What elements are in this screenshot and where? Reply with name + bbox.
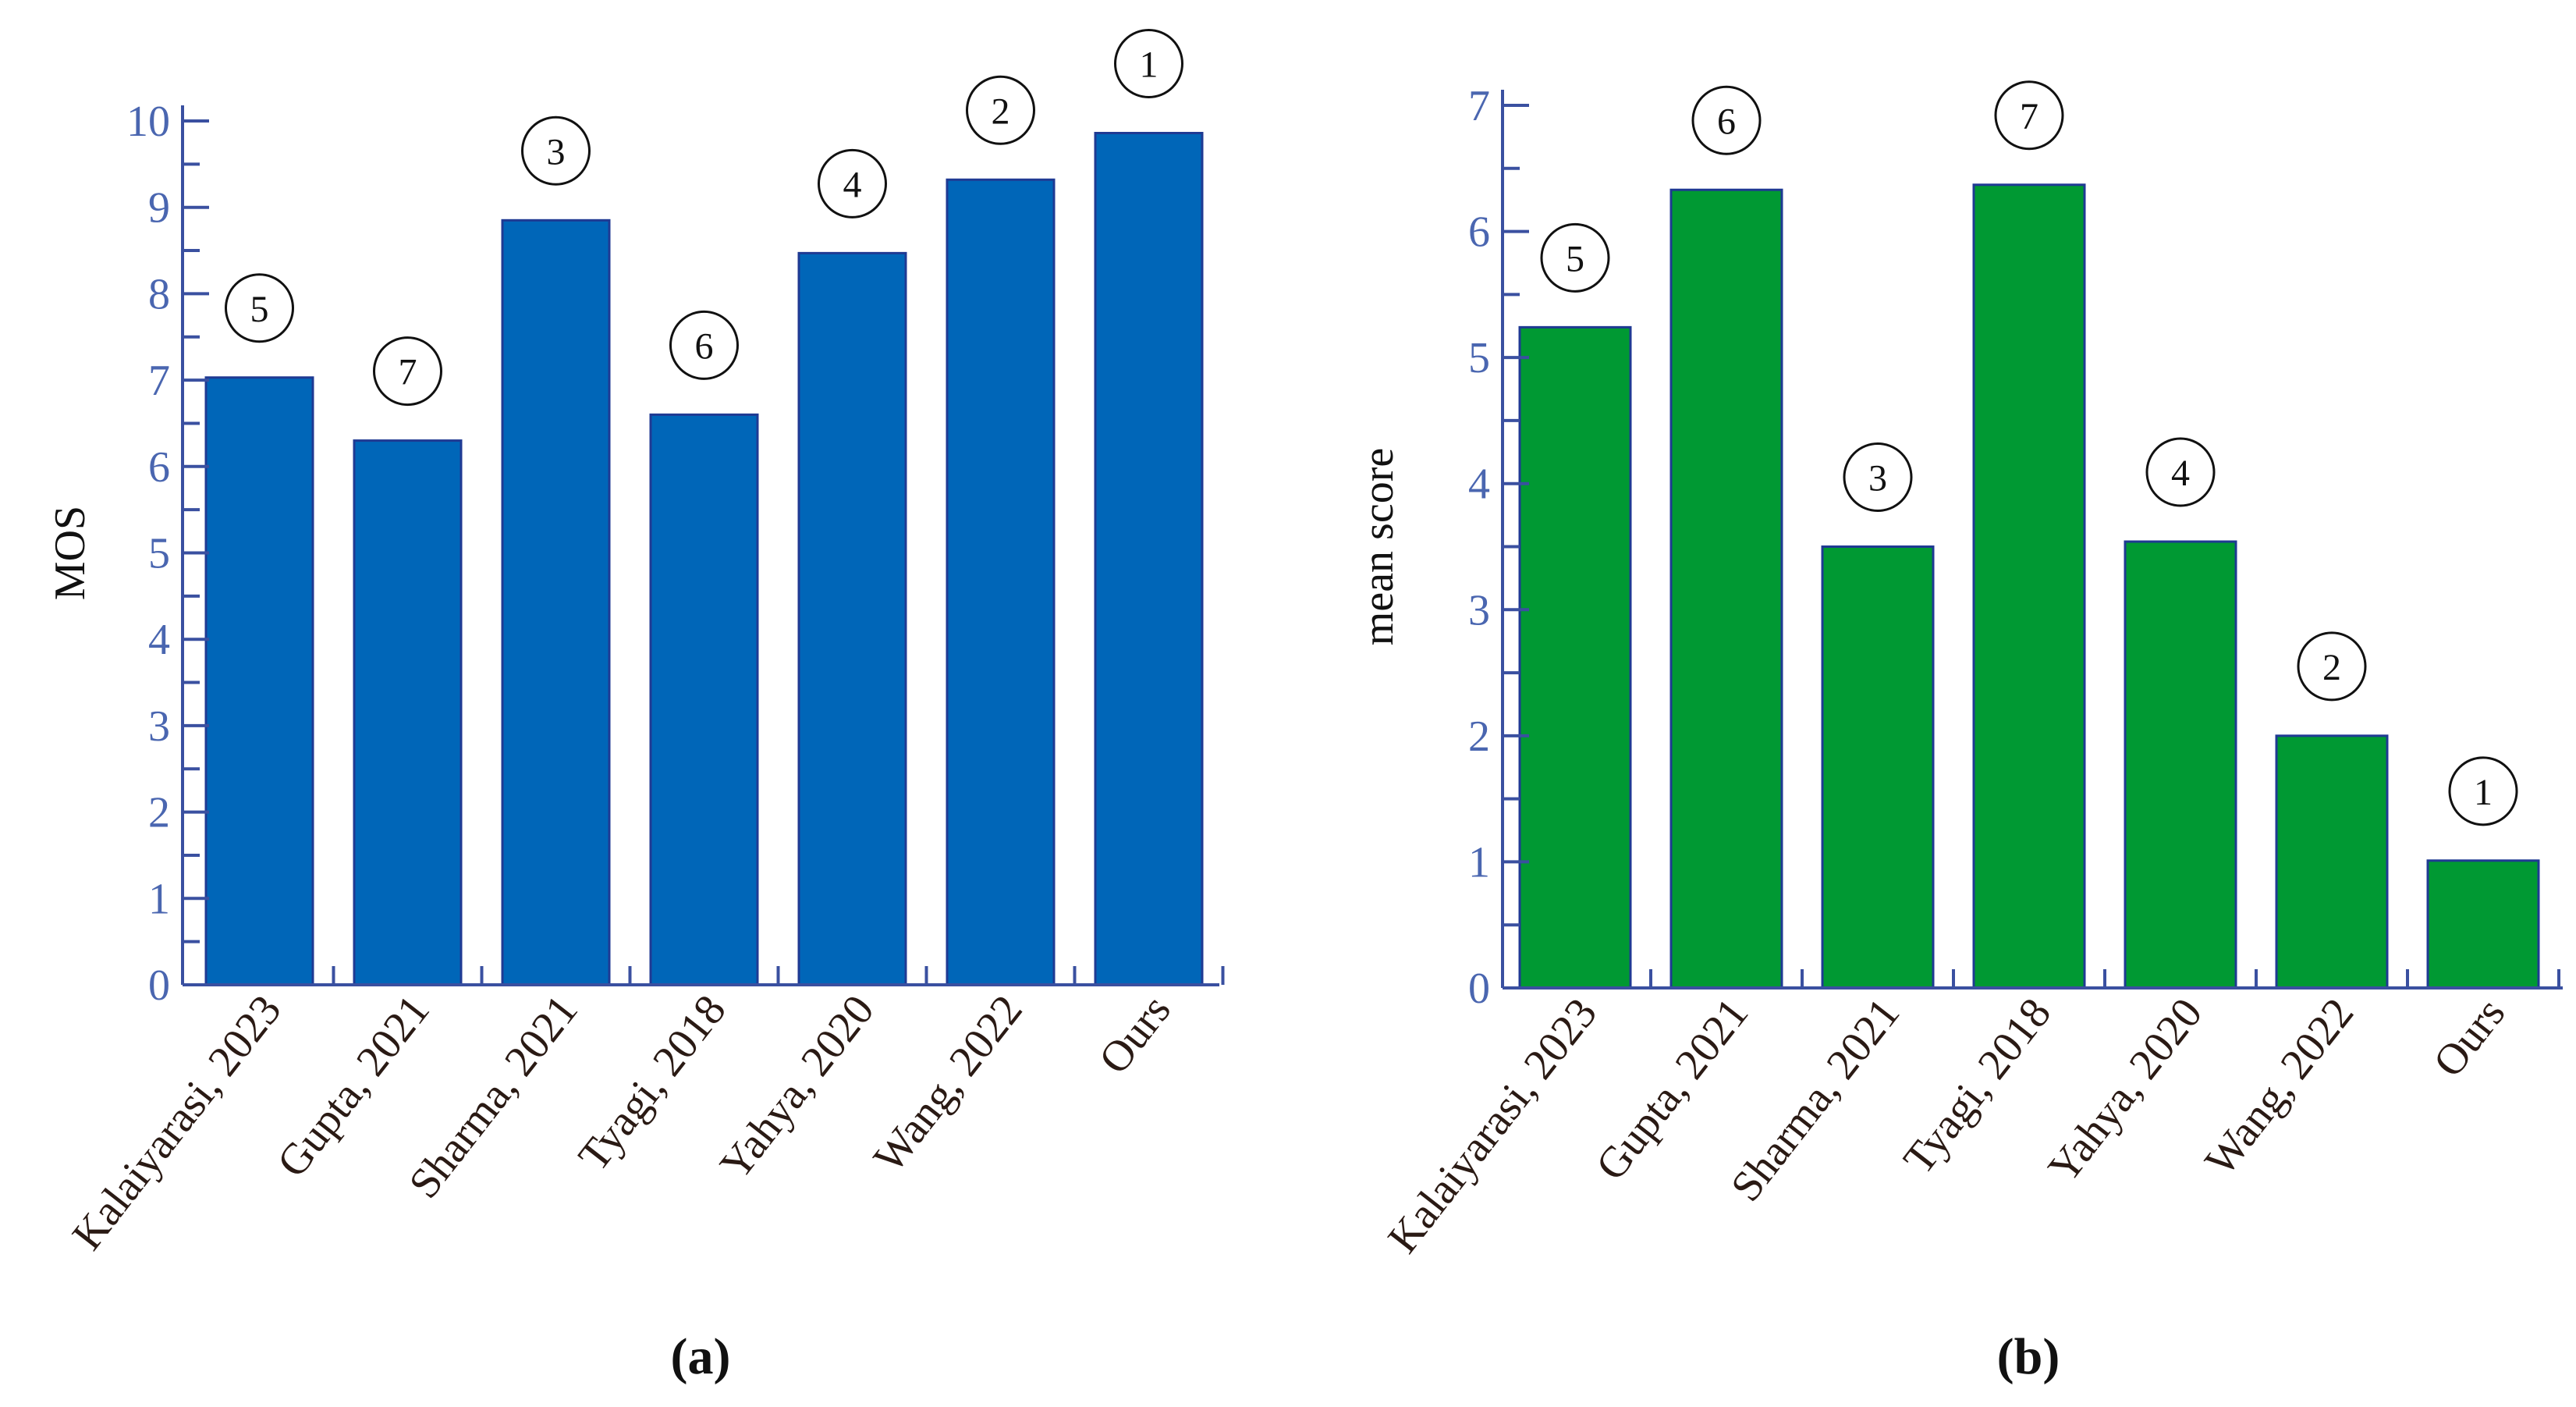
rank-circle-b-5 (2145, 437, 2216, 507)
bar-a-3 (501, 219, 611, 986)
bar-a-5 (797, 251, 907, 986)
x-category-label-a-6: Wang, 2022 (864, 986, 1032, 1181)
rank-circle-b-4 (1994, 80, 2064, 151)
y-tick-label-b-2: 2 (1468, 712, 1490, 761)
bar-a-1 (204, 376, 314, 986)
y-tick-label-b-1: 1 (1468, 838, 1490, 886)
bar-b-5 (2124, 540, 2237, 990)
rank-circle-b-1 (1540, 222, 1610, 293)
panel-label-a: (a) (671, 1328, 731, 1385)
x-category-label-b-2: Gupta, 2021 (1587, 990, 1758, 1189)
rank-label-b-3: 3 (1868, 458, 1887, 499)
bar-a-4 (649, 413, 759, 986)
x-category-label-a-7: Ours (1090, 986, 1180, 1083)
rank-circle-b-3 (1843, 442, 1913, 512)
rank-label-a-6: 2 (992, 91, 1010, 132)
y-tick-label-b-5: 5 (1468, 334, 1490, 382)
bar-b-4 (1972, 183, 2086, 990)
y-tick-label-a-5: 5 (148, 530, 170, 578)
rank-circle-a-4 (669, 310, 739, 380)
x-category-label-a-4: Tyagi, 2018 (569, 986, 736, 1180)
rank-label-b-7: 1 (2474, 772, 2493, 813)
y-axis-title-a: MOS (46, 506, 94, 600)
y-tick-label-b-0: 0 (1468, 965, 1490, 1013)
rank-circle-b-7 (2448, 756, 2518, 826)
rank-label-b-6: 2 (2322, 647, 2341, 688)
bar-a-6 (946, 178, 1056, 986)
rank-label-a-1: 5 (250, 289, 269, 330)
rank-label-b-1: 5 (1566, 238, 1584, 279)
bar-b-6 (2275, 734, 2389, 990)
bar-b-7 (2426, 859, 2540, 990)
rank-circle-a-7 (1114, 28, 1183, 98)
bar-b-2 (1669, 188, 1783, 990)
rank-label-a-4: 6 (695, 325, 714, 367)
rank-circle-a-1 (225, 273, 294, 343)
x-category-label-b-7: Ours (2424, 990, 2514, 1086)
y-tick-label-a-0: 0 (148, 961, 170, 1010)
panel-label-b: (b) (1997, 1328, 2060, 1385)
x-category-label-b-6: Wang, 2022 (2196, 990, 2364, 1185)
bar-b-1 (1518, 325, 1632, 990)
rank-circle-a-5 (818, 148, 887, 219)
y-tick-label-a-3: 3 (148, 702, 170, 751)
x-category-label-a-1: Kalaiyarasi, 2023 (63, 986, 291, 1259)
rank-label-b-4: 7 (2020, 96, 2038, 137)
rank-circle-a-2 (373, 336, 442, 407)
y-tick-label-b-3: 3 (1468, 586, 1490, 634)
bar-b-3 (1821, 545, 1935, 990)
rank-circle-a-6 (966, 75, 1035, 145)
rank-circle-a-3 (521, 115, 591, 186)
bar-a-2 (353, 439, 463, 986)
rank-label-a-5: 4 (843, 164, 862, 205)
y-tick-label-b-6: 6 (1468, 208, 1490, 257)
y-tick-label-a-8: 8 (148, 270, 170, 318)
x-category-label-b-1: Kalaiyarasi, 2023 (1378, 990, 1606, 1262)
y-tick-label-a-9: 9 (148, 184, 170, 233)
y-tick-label-a-6: 6 (148, 443, 170, 492)
y-tick-label-a-7: 7 (148, 357, 170, 405)
rank-label-b-5: 4 (2171, 453, 2190, 494)
bar-a-7 (1094, 131, 1204, 986)
rank-circle-b-2 (1691, 85, 1762, 155)
rank-label-a-3: 3 (547, 131, 566, 172)
x-category-label-b-5: Yahya, 2020 (2039, 990, 2212, 1192)
x-category-label-a-5: Yahya, 2020 (711, 986, 884, 1188)
y-tick-label-a-10: 10 (126, 98, 170, 146)
y-tick-label-a-2: 2 (148, 789, 170, 837)
rank-label-a-2: 7 (399, 352, 417, 393)
y-tick-label-a-4: 4 (148, 616, 170, 664)
rank-circle-b-6 (2297, 631, 2367, 702)
rank-label-a-7: 1 (1140, 44, 1158, 85)
rank-label-b-2: 6 (1717, 101, 1736, 142)
y-axis-title-b: mean score (1354, 448, 1403, 645)
y-tick-label-b-7: 7 (1468, 82, 1490, 130)
x-category-label-a-2: Gupta, 2021 (268, 986, 438, 1186)
x-category-label-b-4: Tyagi, 2018 (1894, 990, 2060, 1183)
y-tick-label-b-4: 4 (1468, 460, 1490, 509)
y-tick-label-a-1: 1 (148, 875, 170, 923)
